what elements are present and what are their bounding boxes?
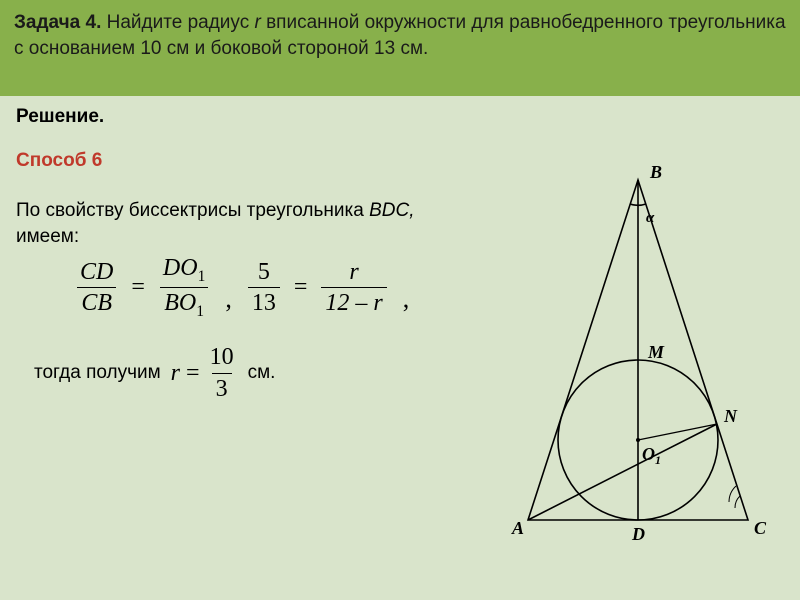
angle-c-arc1 — [735, 496, 740, 508]
label-B: B — [649, 162, 662, 182]
angle-c-arc2 — [729, 486, 736, 502]
result-prefix: тогда получим — [34, 362, 161, 384]
comma-1: , — [223, 284, 234, 314]
frac-r-12r: r 12 – r — [321, 259, 386, 317]
eq-sign-2: = — [294, 274, 308, 301]
problem-header: Задача 4. Найдите радиус r вписанной окр… — [0, 0, 800, 96]
line1a: По свойству биссектрисы треугольника — [16, 200, 369, 221]
label-A: A — [511, 518, 524, 538]
label-alpha: α — [646, 210, 655, 226]
line2: имеем: — [16, 226, 79, 247]
bisector-text: По свойству биссектрисы треугольника BDC… — [16, 198, 476, 249]
task-prefix: Задача 4. — [14, 12, 101, 33]
result-equation: r = 10 3 — [171, 344, 238, 402]
label-O1: O1 — [642, 444, 661, 467]
solution-label: Решение. — [16, 106, 784, 128]
task-text-1: Найдите радиус — [101, 12, 254, 33]
point-O1 — [636, 438, 640, 442]
result-unit: см. — [248, 362, 276, 384]
label-M: M — [647, 342, 665, 362]
frac-DO1-BO1: DO1 BO1 — [159, 255, 209, 320]
label-C: C — [754, 518, 767, 538]
line-AN — [528, 424, 717, 520]
label-D: D — [631, 524, 645, 544]
radius-O1N — [638, 424, 717, 440]
frac-5-13: 5 13 — [248, 259, 280, 317]
frac-CD-CB: CD CB — [76, 259, 117, 317]
triangle-diagram: B A C D M N O1 α — [498, 160, 778, 560]
problem-text: Задача 4. Найдите радиус r вписанной окр… — [14, 10, 786, 61]
triangle-name: BDC, — [369, 200, 414, 221]
eq-sign-1: = — [131, 274, 145, 301]
label-N: N — [723, 406, 738, 426]
comma-2: , — [401, 284, 412, 314]
